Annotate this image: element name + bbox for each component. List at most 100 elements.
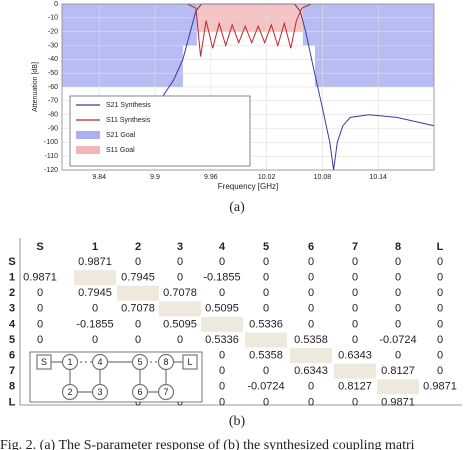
table-cell: 0 [92,334,98,346]
table-cell: 0 [437,350,443,362]
legend-label: S21 Goal [106,132,136,139]
row-header: 5 [9,334,15,346]
table-cell: 0.5095 [205,303,239,315]
table-cell: 0 [352,318,358,330]
table-cell: 0 [395,303,401,315]
row-header: 4 [9,318,16,330]
resonator-node [157,383,175,401]
legend-label: S11 Synthesis [106,117,151,124]
row-header: L [9,396,16,408]
row-header: 3 [9,303,15,315]
table-cell: 0 [437,272,443,284]
table-cell: 0.8127 [338,381,372,393]
x-tick-label: 10.08 [314,174,332,181]
table-cell: 0.5095 [163,318,197,330]
table-cell: 0 [395,272,401,284]
table-cell: 0 [219,381,225,393]
table-cell: 0 [308,318,314,330]
figure-caption: Fig. 2. (a) The S-parameter response of … [0,438,415,450]
table-cell: 0 [395,318,401,330]
table-cell: 0 [263,287,269,299]
table-cell: 0 [352,272,358,284]
table-cell: 0 [352,303,358,315]
diagonal-cell [159,301,201,317]
goal-region [182,4,197,46]
table-cell: 0 [177,272,183,284]
table-cell: 0.5358 [294,334,328,346]
resonator-node [91,353,109,371]
x-tick-label: 10.02 [258,174,276,181]
table-cell: 0 [263,365,269,377]
y-tick-label: -90 [48,125,58,132]
table-cell: 0.7078 [121,303,155,315]
column-header: 6 [308,241,314,253]
node-label: 5 [137,357,142,367]
table-cell: 0.5336 [205,334,239,346]
table-cell: 0 [37,334,43,346]
y-tick-label: -50 [48,70,58,77]
row-header: S [8,256,15,268]
node-label: 3 [97,387,102,397]
caption-b: (b) [229,414,246,429]
y-tick-label: -30 [48,42,58,49]
resonator-node [61,383,79,401]
diagonal-cell [74,270,116,286]
table-cell: 0 [437,303,443,315]
table-cell: 0 [437,318,443,330]
table-cell: 0 [263,396,269,408]
table-cell: 0 [308,272,314,284]
table-cell: 0 [92,303,98,315]
x-axis-label: Frequency [GHz] [218,182,278,191]
plot-frame [61,3,435,171]
y-tick-label: -20 [48,29,58,36]
resonator-node [131,383,149,401]
diagram-box [29,351,203,403]
table-cell: 0 [219,396,225,408]
column-header: S [36,241,43,253]
table-cell: -0.1855 [76,318,113,330]
node-label: L [187,357,192,367]
y-tick-label: -10 [48,15,58,22]
table-cell: 0.9871 [423,381,457,393]
table-cell: 0 [219,365,225,377]
node-label: 4 [97,357,102,367]
table-cell: 0.9871 [381,396,415,408]
node-label: 8 [163,357,168,367]
column-header: 7 [352,241,358,253]
table-cell: 0 [308,287,314,299]
row-header: 7 [9,365,15,377]
y-tick-label: -60 [48,84,58,91]
row-header: 2 [9,287,15,299]
table-cell: 0 [177,334,183,346]
table-cell: 0 [37,287,43,299]
y-axis-label: Attenuation [dB] [32,62,39,112]
table-cell: 0 [437,334,443,346]
column-header: 4 [219,241,226,253]
table-cell: 0 [135,318,141,330]
column-header: 2 [135,241,141,253]
caption-a: (a) [229,200,245,215]
diagonal-cell [334,363,376,379]
table-cell: 0 [395,287,401,299]
table-cell: 0 [37,318,43,330]
series-line [187,3,312,57]
legend-swatch [76,146,100,154]
table-cell: 0.9871 [78,256,112,268]
table-cell: 0.7078 [163,287,197,299]
resonator-node [91,383,109,401]
legend-label: S21 Synthesis [106,102,151,109]
legend-label: S11 Goal [106,147,135,154]
table-cell: 0.9871 [23,272,57,284]
y-tick-label: -100 [44,139,58,146]
x-tick-label: 9.9 [150,174,160,181]
port-node [182,354,198,370]
table-cell: 0 [308,303,314,315]
table-cell: 0 [135,334,141,346]
y-tick-label: 0 [54,1,58,8]
node-label: S [41,357,47,367]
x-tick-label: 9.96 [204,174,218,181]
port-node [36,354,52,370]
table-cell: 0 [37,303,43,315]
row-header: 8 [9,381,15,393]
